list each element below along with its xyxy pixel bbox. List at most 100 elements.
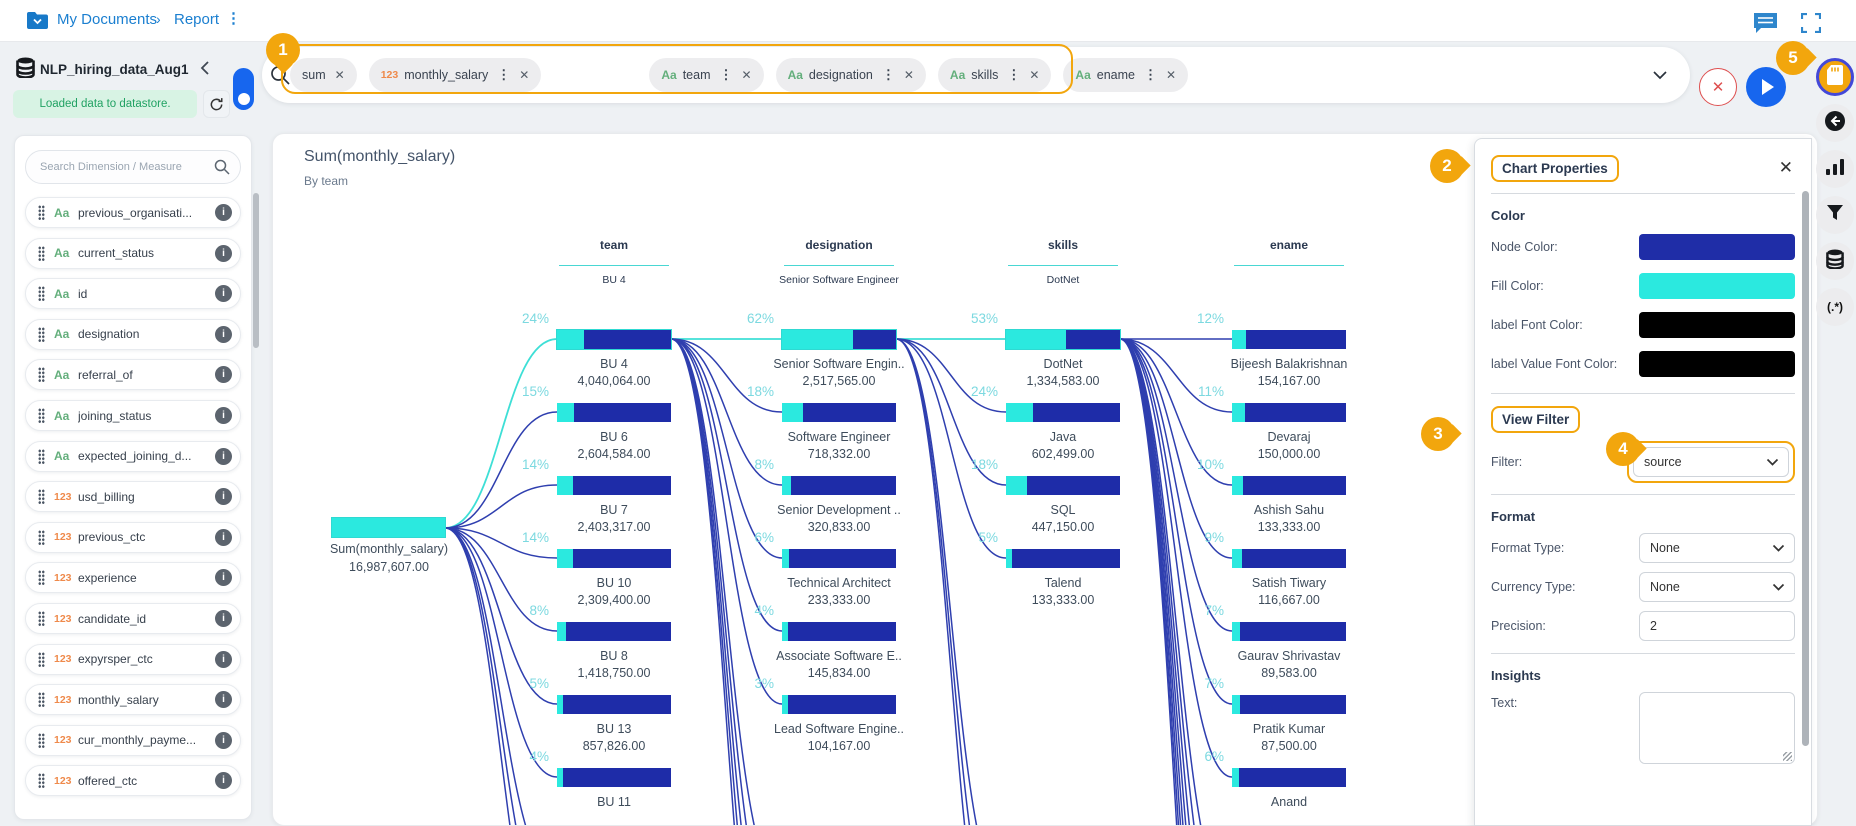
node-bar[interactable] xyxy=(1006,476,1120,495)
panel-scrollbar[interactable] xyxy=(1802,191,1809,746)
color-swatch[interactable] xyxy=(1639,351,1795,377)
query-pill[interactable]: Aa ename ⋮ ✕ xyxy=(1063,58,1189,92)
drag-handle-icon[interactable] xyxy=(38,205,45,220)
database-button[interactable] xyxy=(1816,242,1854,280)
node-bar[interactable] xyxy=(1005,329,1121,350)
pill-remove-icon[interactable]: ✕ xyxy=(1029,68,1040,82)
info-icon[interactable]: i xyxy=(215,610,232,627)
node-bar[interactable] xyxy=(782,549,896,568)
node-bar[interactable] xyxy=(782,695,896,714)
refresh-button[interactable] xyxy=(203,90,230,118)
node-bar[interactable] xyxy=(557,768,671,787)
node-bar[interactable] xyxy=(1232,330,1346,349)
bar-chart-button[interactable] xyxy=(1816,150,1854,188)
pill-menu-icon[interactable]: ⋮ xyxy=(719,67,733,82)
field-item[interactable]: Aa referral_of i xyxy=(25,359,241,391)
node-bar[interactable] xyxy=(557,622,671,641)
pill-remove-icon[interactable]: ✕ xyxy=(741,68,752,82)
query-bar[interactable]: sum ✕ 123 monthly_salary ⋮ ✕ Aa team ⋮ ✕ Aa designa… xyxy=(262,47,1690,103)
query-pill[interactable]: sum ✕ xyxy=(290,58,357,92)
sidebar-collapse-icon[interactable] xyxy=(199,60,211,81)
info-icon[interactable]: i xyxy=(215,569,232,587)
drag-handle-icon[interactable] xyxy=(38,245,45,261)
node-bar[interactable] xyxy=(782,476,896,495)
field-item[interactable]: Aa designation i xyxy=(25,318,241,350)
node-bar[interactable] xyxy=(782,622,896,641)
drag-handle-icon[interactable] xyxy=(38,651,45,667)
field-item[interactable]: 123 offered_ctc i xyxy=(25,765,241,797)
node-bar[interactable] xyxy=(556,329,672,350)
info-icon[interactable]: i xyxy=(215,244,232,262)
info-icon[interactable]: i xyxy=(215,650,232,668)
drag-handle-icon[interactable] xyxy=(38,692,45,708)
color-swatch[interactable] xyxy=(1639,273,1795,299)
run-query-button[interactable] xyxy=(1746,67,1786,107)
node-bar[interactable] xyxy=(1232,695,1346,714)
precision-input[interactable] xyxy=(1639,611,1795,641)
field-item[interactable]: 123 experience i xyxy=(25,562,241,594)
node-bar[interactable] xyxy=(1232,622,1346,641)
info-icon[interactable]: i xyxy=(215,204,232,221)
node-bar[interactable] xyxy=(782,403,896,422)
node-bar[interactable] xyxy=(1232,403,1346,422)
sd-card-button[interactable] xyxy=(1816,58,1854,96)
drag-handle-icon[interactable] xyxy=(38,773,45,789)
query-pill[interactable]: 123 monthly_salary ⋮ ✕ xyxy=(368,58,542,92)
node-bar[interactable] xyxy=(1006,549,1120,568)
color-swatch[interactable] xyxy=(1639,234,1795,260)
node-bar[interactable] xyxy=(557,549,671,568)
drag-handle-icon[interactable] xyxy=(38,732,45,748)
field-search[interactable] xyxy=(25,150,241,184)
field-item[interactable]: 123 expyrsper_ctc i xyxy=(25,643,241,675)
breadcrumb-report[interactable]: Report xyxy=(174,11,220,28)
pill-remove-icon[interactable]: ✕ xyxy=(334,68,345,82)
info-icon[interactable]: i xyxy=(215,285,232,303)
field-item[interactable]: Aa joining_status i xyxy=(25,400,241,431)
field-item[interactable]: Aa id i xyxy=(25,278,241,310)
info-icon[interactable]: i xyxy=(215,325,232,343)
node-bar[interactable] xyxy=(557,403,671,422)
breadcrumb-menu-icon[interactable]: ⋮ xyxy=(226,10,241,27)
insights-text-input[interactable] xyxy=(1640,693,1794,763)
search-input[interactable] xyxy=(40,151,208,183)
format-type-select[interactable]: None xyxy=(1639,533,1795,563)
currency-type-select[interactable]: None xyxy=(1639,572,1795,602)
breadcrumb-my-documents[interactable]: My Documents xyxy=(57,11,158,28)
filter-select[interactable]: source xyxy=(1633,447,1789,477)
drag-handle-icon[interactable] xyxy=(38,408,45,423)
drag-handle-icon[interactable] xyxy=(38,611,45,626)
drag-handle-icon[interactable] xyxy=(38,286,45,302)
drag-handle-icon[interactable] xyxy=(38,529,45,545)
pill-menu-icon[interactable]: ⋮ xyxy=(497,67,511,82)
pill-menu-icon[interactable]: ⋮ xyxy=(1007,67,1021,82)
drag-handle-icon[interactable] xyxy=(38,489,45,505)
regex-button[interactable]: (.*) xyxy=(1816,288,1854,326)
drag-handle-icon[interactable] xyxy=(38,367,45,383)
node-bar[interactable] xyxy=(1232,476,1346,495)
back-arrow-button[interactable] xyxy=(1816,104,1854,142)
info-icon[interactable]: i xyxy=(215,731,232,749)
field-item[interactable]: Aa previous_organisati... i xyxy=(25,197,241,228)
info-icon[interactable]: i xyxy=(215,407,232,424)
info-icon[interactable]: i xyxy=(215,488,232,506)
field-item[interactable]: 123 previous_ctc i xyxy=(25,521,241,553)
query-expand-icon[interactable] xyxy=(1652,68,1668,86)
node-bar[interactable] xyxy=(1232,768,1346,787)
node-bar[interactable] xyxy=(1006,403,1120,422)
sidebar-scrollbar[interactable] xyxy=(253,193,259,348)
pill-remove-icon[interactable]: ✕ xyxy=(1166,68,1177,82)
field-item[interactable]: 123 monthly_salary i xyxy=(25,684,241,716)
funnel-button[interactable] xyxy=(1816,196,1854,234)
clear-query-button[interactable]: ✕ xyxy=(1699,68,1737,106)
pill-remove-icon[interactable]: ✕ xyxy=(519,68,530,82)
info-icon[interactable]: i xyxy=(215,447,232,465)
pill-menu-icon[interactable]: ⋮ xyxy=(881,67,895,82)
info-icon[interactable]: i xyxy=(215,366,232,384)
query-pill[interactable]: Aa skills ⋮ ✕ xyxy=(937,58,1052,92)
pill-remove-icon[interactable]: ✕ xyxy=(903,68,914,82)
info-icon[interactable]: i xyxy=(215,528,232,546)
color-swatch[interactable] xyxy=(1639,312,1795,338)
pill-menu-icon[interactable]: ⋮ xyxy=(1144,67,1157,82)
field-item[interactable]: 123 usd_billing i xyxy=(25,481,241,513)
node-bar[interactable] xyxy=(781,329,897,350)
